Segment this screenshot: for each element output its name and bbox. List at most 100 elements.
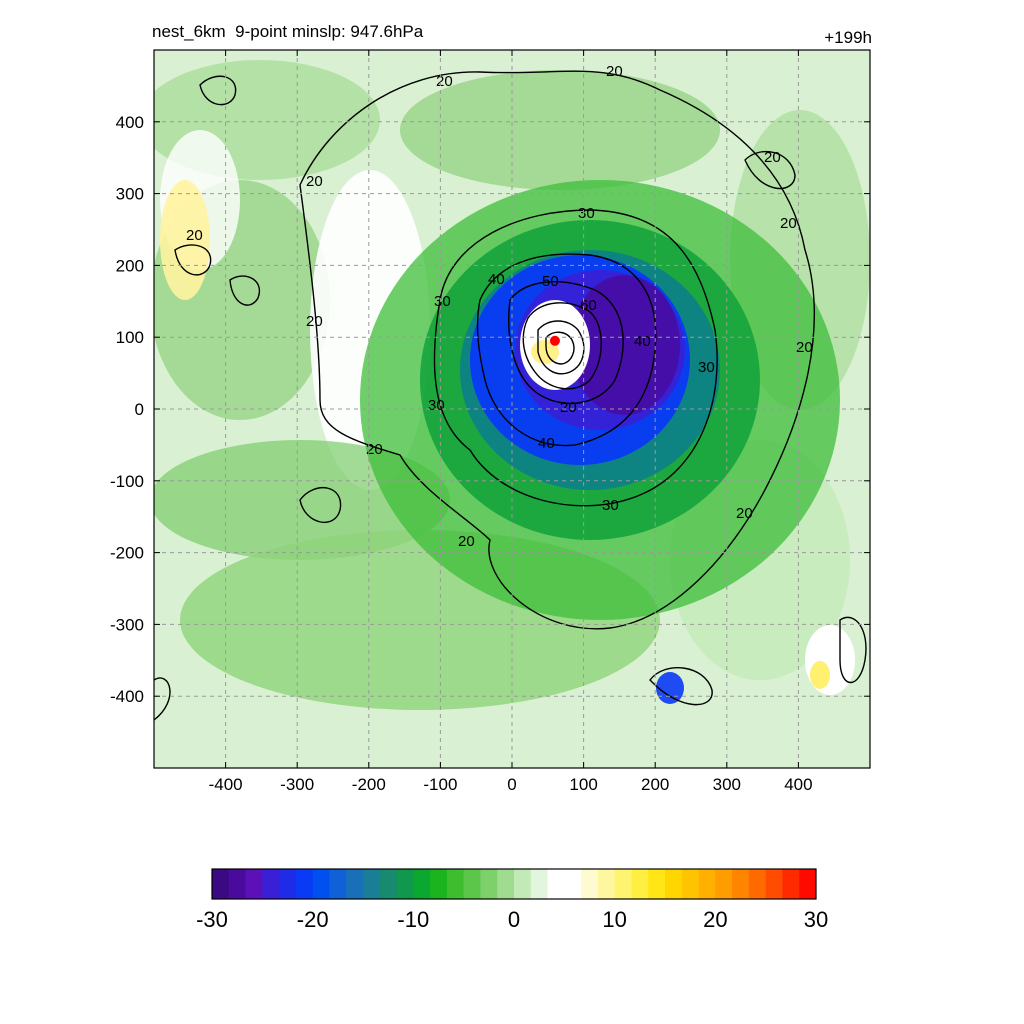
colorbar-tick-label: -20 <box>297 907 329 932</box>
contour-labels: 20 20 20 20 20 20 20 20 20 20 20 30 30 3… <box>186 63 813 550</box>
contour-label: 30 <box>434 293 451 310</box>
colorbar-swatch <box>346 869 364 899</box>
colorbar <box>211 868 817 900</box>
colorbar-swatch <box>665 869 683 899</box>
colorbar-swatch <box>698 869 716 899</box>
colorbar-swatch <box>799 869 817 899</box>
contour-lines <box>154 70 867 721</box>
x-tick-label: -300 <box>280 775 314 794</box>
y-tick-label: 300 <box>116 185 144 204</box>
contour-label: 20 <box>306 313 323 330</box>
contour-label: 20 <box>736 505 753 522</box>
colorbar-swatch <box>581 869 599 899</box>
x-tick-label: 200 <box>641 775 669 794</box>
colorbar-swatch <box>279 869 297 899</box>
colorbar-tick-label: -10 <box>397 907 429 932</box>
contour-label: 20 <box>306 173 323 190</box>
colorbar-swatch <box>648 869 666 899</box>
colorbar-swatch <box>681 869 700 899</box>
colorbar-swatch <box>228 869 247 899</box>
y-tick-label: 400 <box>116 113 144 132</box>
colorbar-swatch <box>379 869 398 899</box>
x-tick-label: -100 <box>423 775 457 794</box>
contour-label: 20 <box>606 63 623 80</box>
colorbar-swatch <box>631 869 649 899</box>
contour-label: 20 <box>764 149 781 166</box>
colorbar-swatch <box>497 869 515 899</box>
colorbar-swatch <box>446 869 465 899</box>
forecast-hour-label: +199h <box>824 28 872 47</box>
x-tick-label: 100 <box>569 775 597 794</box>
y-tick-label: 100 <box>116 328 144 347</box>
y-tick-label: -300 <box>110 615 144 634</box>
y-tick-label: 0 <box>135 400 144 419</box>
colorbar-swatch <box>547 869 565 899</box>
y-tick-label: -400 <box>110 687 144 706</box>
colorbar-swatch <box>463 869 481 899</box>
colorbar-tick-label: -30 <box>196 907 228 932</box>
contour-label: 20 <box>780 215 797 232</box>
x-tick-label: 0 <box>507 775 516 794</box>
colorbar-swatch <box>245 869 263 899</box>
contour-40 <box>476 253 657 447</box>
colorbar-swatch <box>480 869 498 899</box>
y-tick-label: -100 <box>110 472 144 491</box>
contour-60 <box>522 302 602 390</box>
colorbar-swatch <box>329 869 347 899</box>
x-tick-label: -400 <box>209 775 243 794</box>
colorbar-swatch <box>732 869 750 899</box>
contour-label: 30 <box>698 359 715 376</box>
colorbar-tick-label: 0 <box>508 907 520 932</box>
colorbar-swatch <box>765 869 783 899</box>
colorbar-swatch <box>514 869 532 899</box>
colorbar-swatch <box>312 869 330 899</box>
contour-label: 30 <box>602 497 619 514</box>
colorbar-swatch <box>212 869 230 899</box>
colorbar-swatch <box>614 869 632 899</box>
colorbar-tick-label: 30 <box>804 907 828 932</box>
x-tick-label: -200 <box>352 775 386 794</box>
x-axis: -400 -300 -200 -100 0 100 200 300 400 <box>209 50 813 794</box>
contour-label: 40 <box>538 435 555 452</box>
contour-label: 20 <box>436 73 453 90</box>
contour-label: 30 <box>578 205 595 222</box>
contour-30 <box>433 209 718 507</box>
colorbar-swatch <box>715 869 733 899</box>
y-tick-label: -200 <box>110 544 144 563</box>
colorbar-swatch <box>782 869 800 899</box>
contour-label: 60 <box>580 297 597 314</box>
colorbar-swatch <box>430 869 448 899</box>
x-tick-label: 400 <box>784 775 812 794</box>
contour-label: 30 <box>428 397 445 414</box>
colorbar-tick-label: 10 <box>602 907 626 932</box>
contour-label: 20 <box>186 227 203 244</box>
colorbar-swatch <box>363 869 381 899</box>
y-axis: 400 300 200 100 0 -100 -200 -300 -400 <box>110 113 870 706</box>
colorbar-swatch <box>597 869 616 899</box>
contour-20 <box>299 70 815 630</box>
contour-label: 20 <box>458 533 475 550</box>
storm-center-marker <box>549 335 560 346</box>
field-shading <box>154 50 870 768</box>
x-tick-label: 300 <box>713 775 741 794</box>
colorbar-tick-label: 20 <box>703 907 727 932</box>
colorbar-frame <box>211 868 817 900</box>
contour-label: 40 <box>634 333 651 350</box>
colorbar-swatch <box>564 869 582 899</box>
contour-label: 40 <box>488 271 505 288</box>
contour-label: 20 <box>366 441 383 458</box>
contour-label: 20 <box>796 339 813 356</box>
contour-50 <box>508 281 624 405</box>
y-tick-label: 200 <box>116 256 144 275</box>
colorbar-swatch <box>530 869 549 899</box>
colorbar-swatch <box>396 869 414 899</box>
contour-label: 50 <box>542 273 559 290</box>
colorbar-swatch <box>262 869 280 899</box>
colorbar-swatch <box>413 869 431 899</box>
colorbar-tick-labels: -30 -20 -10 0 10 20 30 <box>196 907 828 932</box>
plot-title: nest_6km 9-point minslp: 947.6hPa <box>152 22 424 41</box>
colorbar-swatch <box>295 869 314 899</box>
contour-label: 20 <box>560 399 577 416</box>
colorbar-swatch <box>748 869 767 899</box>
